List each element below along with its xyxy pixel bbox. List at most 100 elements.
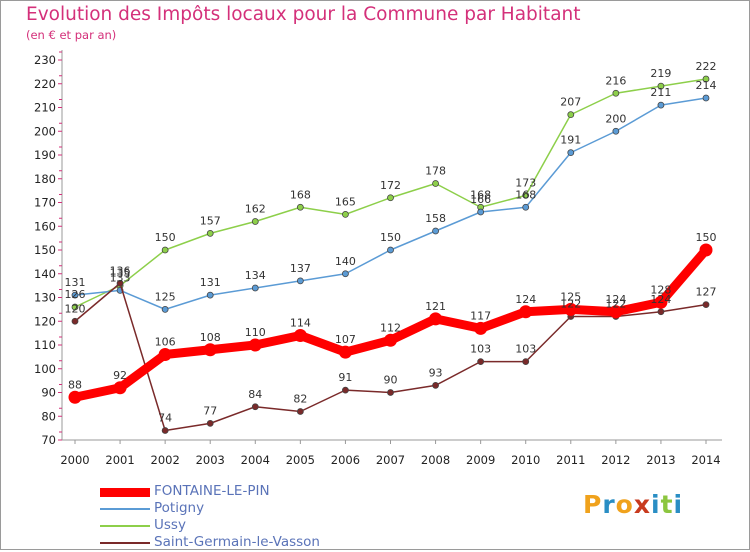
data-point <box>567 111 575 119</box>
data-point <box>702 94 710 102</box>
data-point <box>474 321 488 335</box>
data-label: 133 <box>110 271 131 284</box>
data-label: 207 <box>560 96 581 109</box>
y-tick-label: 100 <box>34 362 56 376</box>
data-label: 91 <box>338 371 352 384</box>
data-label: 178 <box>425 165 446 178</box>
data-point <box>477 358 485 366</box>
chart-subtitle: (en € et par an) <box>26 28 117 42</box>
data-label: 168 <box>515 188 536 201</box>
data-point <box>71 291 79 299</box>
x-tick-label: 2014 <box>691 453 720 467</box>
data-point <box>293 329 307 342</box>
y-tick-label: 220 <box>34 77 56 91</box>
data-label: 93 <box>429 366 443 379</box>
data-label: 157 <box>200 214 221 227</box>
data-point <box>612 127 620 135</box>
data-label: 158 <box>425 212 446 225</box>
data-point <box>432 381 439 389</box>
data-label: 173 <box>515 176 536 189</box>
x-tick-label: 2006 <box>331 453 360 467</box>
data-label: 103 <box>470 343 491 356</box>
data-label: 168 <box>470 188 491 201</box>
data-label: 222 <box>696 60 717 73</box>
data-label: 136 <box>110 264 131 277</box>
x-tick-label: 2011 <box>556 453 585 467</box>
data-label: 106 <box>155 336 176 349</box>
data-label: 110 <box>245 326 266 339</box>
x-tick-label: 2010 <box>511 453 540 467</box>
data-point <box>71 303 79 311</box>
data-point <box>296 408 304 415</box>
y-tick-label: 230 <box>34 53 56 67</box>
logo-letter: i <box>673 490 684 519</box>
x-tick-label: 2013 <box>646 453 675 467</box>
data-label: 128 <box>650 283 671 296</box>
logo-letter: o <box>615 490 634 519</box>
data-label: 137 <box>290 262 311 275</box>
data-label: 124 <box>605 293 626 306</box>
data-point <box>342 386 349 394</box>
data-point <box>251 218 259 225</box>
data-point <box>657 82 665 90</box>
y-tick-label: 160 <box>34 219 56 233</box>
data-label: 82 <box>293 393 307 406</box>
y-tick-label: 130 <box>34 291 56 305</box>
data-point <box>161 305 169 313</box>
data-point <box>203 343 217 357</box>
data-point <box>612 89 620 97</box>
x-tick-label: 2003 <box>196 453 225 467</box>
y-tick-label: 80 <box>41 409 56 423</box>
data-label: 150 <box>696 231 717 244</box>
chart-title: Evolution des Impôts locaux pour la Comm… <box>26 4 581 25</box>
data-label: 125 <box>560 290 581 303</box>
data-label: 168 <box>290 188 311 201</box>
data-point <box>116 279 124 287</box>
data-point <box>522 358 530 366</box>
data-point <box>432 227 439 235</box>
x-tick-label: 2001 <box>105 453 134 467</box>
y-tick-label: 190 <box>34 148 56 162</box>
logo-letter: x <box>633 490 651 519</box>
legend-label: Potigny <box>154 500 205 516</box>
data-label: 211 <box>650 86 671 99</box>
data-label: 125 <box>155 290 176 303</box>
proxiti-logo: Proxiti <box>583 490 683 519</box>
data-label: 103 <box>515 343 536 356</box>
logo-letter: P <box>583 490 603 519</box>
data-point <box>429 312 443 326</box>
data-label: 127 <box>696 286 717 299</box>
data-label: 165 <box>335 195 356 208</box>
data-point <box>519 305 533 319</box>
data-label: 162 <box>245 203 266 216</box>
data-point <box>71 317 79 325</box>
data-label: 122 <box>560 298 581 311</box>
data-point <box>206 229 214 237</box>
y-tick-label: 70 <box>41 433 56 447</box>
data-point <box>296 277 304 285</box>
data-label: 108 <box>200 331 221 344</box>
legend-swatch <box>100 525 150 527</box>
data-label: 124 <box>515 293 536 306</box>
data-label: 150 <box>155 231 176 244</box>
x-tick-label: 2000 <box>60 453 89 467</box>
data-point <box>342 270 349 278</box>
data-point <box>296 203 304 211</box>
logo-letter: r <box>602 490 616 519</box>
data-point <box>654 295 668 309</box>
legend-label: Ussy <box>154 517 186 533</box>
data-label: 134 <box>245 269 266 282</box>
y-tick-label: 200 <box>34 124 56 138</box>
data-point <box>248 338 262 352</box>
data-label: 84 <box>248 388 262 401</box>
data-point <box>387 246 394 254</box>
data-point <box>702 75 710 83</box>
data-point <box>251 284 259 292</box>
x-tick-label: 2009 <box>466 453 495 467</box>
data-point <box>702 301 710 309</box>
data-point <box>338 345 352 359</box>
data-label: 140 <box>335 255 356 268</box>
legend-label: FONTAINE-LE-PIN <box>154 483 270 499</box>
data-label: 92 <box>113 369 127 382</box>
